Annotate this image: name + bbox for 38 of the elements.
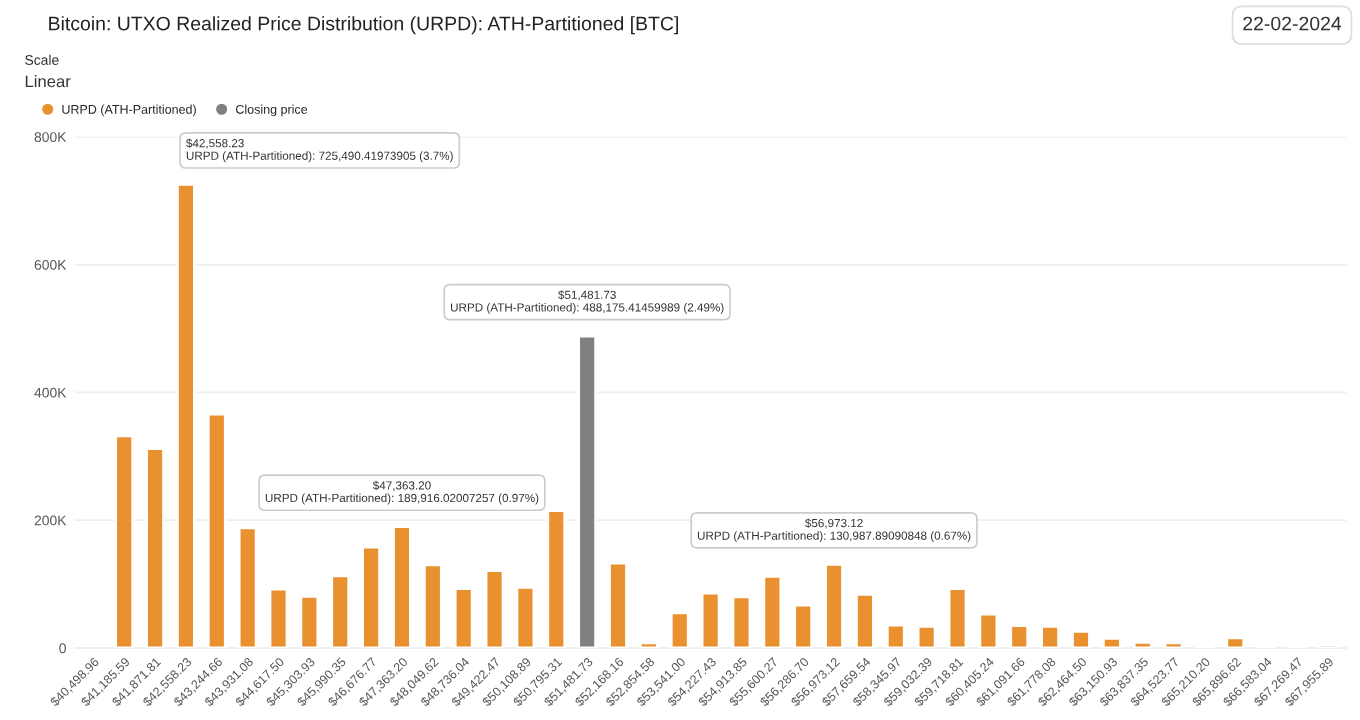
bar [885, 623, 906, 648]
bar [1132, 640, 1153, 648]
bar [484, 569, 505, 648]
bar [577, 334, 598, 648]
bar [1225, 636, 1246, 648]
bar [392, 525, 412, 648]
text: 22-02-2024 [1243, 16, 1342, 31]
bar [731, 595, 752, 648]
bar [237, 526, 258, 648]
bar [1009, 624, 1030, 648]
bar [793, 603, 814, 648]
bar [422, 563, 443, 648]
bar [206, 412, 227, 648]
bar [978, 612, 999, 648]
bar [145, 447, 165, 648]
bar [762, 575, 783, 648]
bar [916, 624, 937, 648]
chart-title: Bitcoin: UTXO Realized Price Distribution (URPD): ATH-Partitioned [BTC] [49, 16, 678, 35]
bar [700, 591, 721, 648]
bar [1163, 641, 1184, 648]
bar [855, 592, 875, 648]
bar [1071, 630, 1091, 648]
bar [330, 574, 351, 648]
bar [114, 434, 135, 648]
bar [268, 587, 289, 648]
text: Linear [25, 75, 71, 88]
bar [1040, 624, 1060, 648]
bar [176, 183, 196, 648]
bar [824, 562, 844, 648]
bar [638, 641, 659, 648]
bar [361, 545, 381, 648]
bar [669, 611, 690, 648]
bar [515, 585, 536, 648]
bar [299, 594, 320, 648]
bar [947, 587, 968, 648]
bar [1101, 637, 1122, 648]
bar [608, 561, 628, 648]
bar [453, 587, 474, 648]
